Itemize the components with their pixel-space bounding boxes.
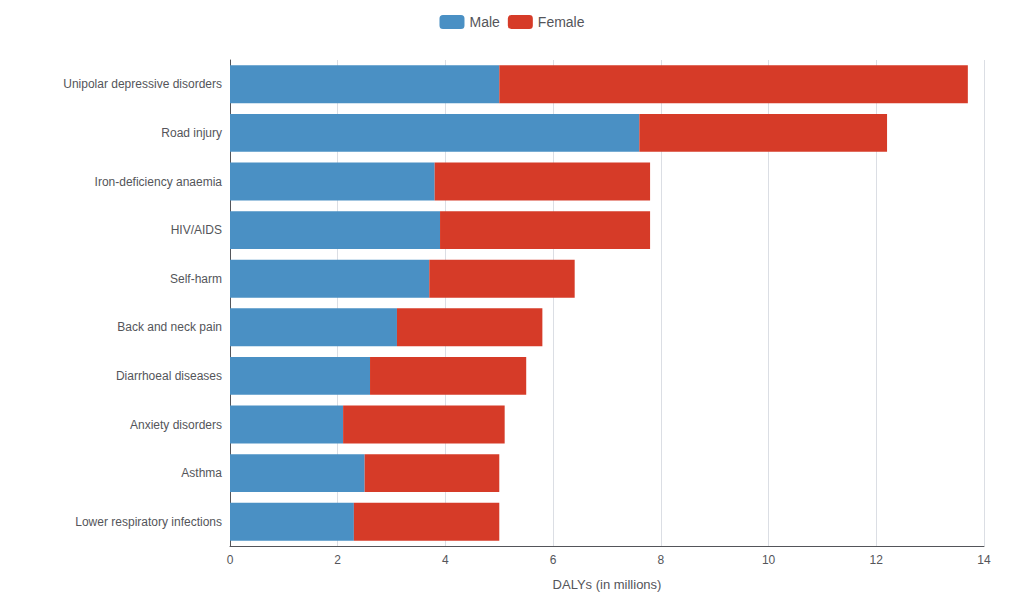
svg-text:6: 6 (550, 553, 557, 567)
svg-text:Unipolar depressive disorders: Unipolar depressive disorders (63, 77, 222, 91)
svg-text:HIV/AIDS: HIV/AIDS (171, 223, 222, 237)
svg-text:2: 2 (334, 553, 341, 567)
svg-text:14: 14 (977, 553, 991, 567)
svg-text:Road injury: Road injury (161, 126, 222, 140)
svg-text:Anxiety disorders: Anxiety disorders (130, 418, 222, 432)
svg-text:DALYs (in millions): DALYs (in millions) (553, 577, 662, 592)
svg-text:12: 12 (870, 553, 884, 567)
svg-text:Lower respiratory infections: Lower respiratory infections (75, 515, 222, 529)
svg-text:0: 0 (227, 553, 234, 567)
svg-text:Female: Female (538, 14, 585, 30)
svg-text:4: 4 (442, 553, 449, 567)
svg-text:Diarrhoeal diseases: Diarrhoeal diseases (116, 369, 222, 383)
svg-text:8: 8 (658, 553, 665, 567)
svg-text:10: 10 (762, 553, 776, 567)
svg-text:Iron-deficiency anaemia: Iron-deficiency anaemia (95, 175, 223, 189)
svg-text:Self-harm: Self-harm (170, 272, 222, 286)
svg-text:Male: Male (469, 14, 500, 30)
svg-text:Asthma: Asthma (181, 466, 222, 480)
svg-text:Back and neck pain: Back and neck pain (117, 320, 222, 334)
